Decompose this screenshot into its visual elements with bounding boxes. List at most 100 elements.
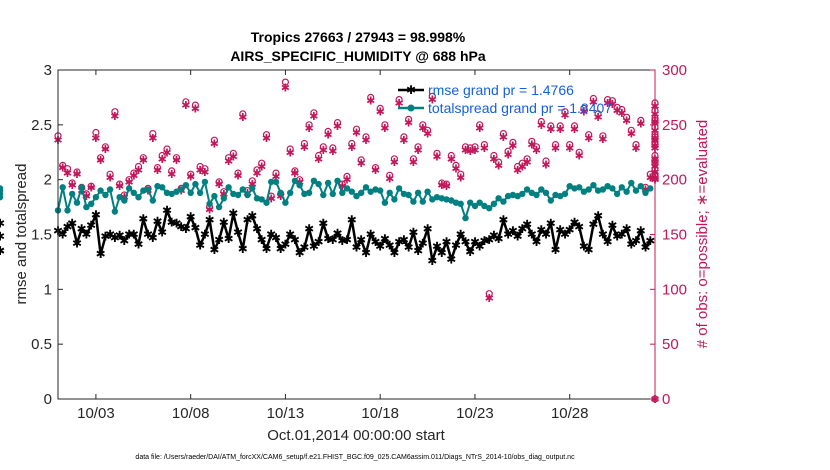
rmse-point: ✱ — [470, 235, 480, 249]
obs-evaluated-point: ✱ — [589, 97, 598, 109]
rmse-point: ✱ — [574, 220, 584, 234]
totalspread-point — [476, 199, 483, 206]
rmse-line — [57, 206, 652, 265]
obs-evaluated-point: ✱ — [214, 179, 223, 191]
obs-possible-point — [566, 141, 574, 149]
totalspread-point — [287, 189, 294, 196]
totalspread-point — [594, 187, 602, 194]
y-left-tick-label: 0 — [44, 391, 52, 408]
obs-evaluated-point: ✱ — [342, 175, 351, 187]
obs-evaluated-point: ✱ — [267, 193, 276, 205]
totalspread-point — [258, 196, 265, 203]
obs-evaluated-point: ✱ — [110, 111, 119, 123]
y-right-tick-label: 300 — [662, 62, 687, 79]
chart-title-line2: AIRS_SPECIFIC_HUMIDITY @ 688 hPa — [230, 48, 486, 64]
y-left-tick-label: 3 — [44, 62, 52, 79]
totalspread-point — [102, 191, 109, 199]
totalspread-point — [419, 198, 426, 205]
obs-evaluated-point: ✱ — [224, 156, 233, 168]
rmse-point: ✱ — [622, 222, 632, 236]
totalspread-point — [590, 182, 597, 189]
obs-evaluated-point: ✱ — [257, 162, 266, 174]
obs-evaluated-point: ✱ — [105, 173, 114, 185]
rmse-point: ✱ — [276, 242, 286, 256]
rmse-point: ✱ — [489, 229, 499, 243]
rmse-point: ✱ — [598, 228, 608, 242]
rmse-point: ✱ — [200, 228, 210, 242]
rmse-point: ✱ — [418, 236, 428, 250]
rmse-point: ✱ — [190, 221, 200, 235]
totalspread-point — [168, 190, 175, 198]
obs-evaluated-point: ✱ — [394, 98, 403, 110]
rmse-point: ✱ — [351, 241, 361, 255]
rmse-point: ✱ — [513, 230, 523, 244]
totalspread-point — [59, 184, 66, 191]
rmse-point: ✱ — [171, 217, 181, 231]
obs-evaluated-point: ✱ — [96, 155, 105, 167]
obs-possible-point — [405, 115, 413, 124]
rmse-point: ✱ — [271, 231, 281, 245]
legend-spread-marker — [407, 104, 415, 112]
rmse-point: ✱ — [517, 222, 527, 236]
obs-evaluated-point: ✱ — [82, 191, 91, 203]
obs-evaluated-point: ✱ — [361, 135, 370, 147]
obs-evaluated-point: ✱ — [87, 182, 96, 194]
obs-possible-point — [362, 133, 370, 141]
obs-evaluated-point: ✱ — [390, 157, 399, 169]
obs-evaluated-point: ✱ — [63, 168, 72, 180]
totalspread-point — [305, 189, 313, 196]
totalspread-point — [343, 185, 351, 192]
rmse-point: ✱ — [0, 217, 5, 231]
totalspread-point — [315, 180, 322, 188]
totalspread-point — [495, 195, 502, 202]
obs-possible-point — [319, 143, 327, 151]
rmse-point: ✱ — [247, 209, 257, 223]
obs-possible-point — [348, 139, 356, 148]
obs-possible-point — [395, 95, 403, 104]
y-axis-left-label: rmse and totalspread — [13, 164, 30, 305]
rmse-point: ✱ — [81, 228, 91, 242]
totalspread-point — [144, 186, 152, 193]
obs-evaluated-point: ✱ — [556, 124, 565, 136]
obs-evaluated-point: ✱ — [503, 149, 512, 161]
rmse-point: ✱ — [0, 244, 5, 258]
rmse-point: ✱ — [115, 229, 125, 243]
obs-evaluated-point: ✱ — [238, 112, 247, 124]
rmse-point: ✱ — [389, 246, 399, 260]
y-right-tick-label: 250 — [662, 117, 687, 134]
rmse-point: ✱ — [328, 233, 338, 247]
obs-possible-point — [637, 116, 645, 125]
rmse-point: ✱ — [105, 228, 115, 242]
rmse-point: ✱ — [195, 239, 205, 253]
obs-evaluated-point: ✱ — [480, 143, 489, 155]
y-right-tick-label: 100 — [662, 281, 687, 298]
rmse-point: ✱ — [252, 222, 262, 236]
totalspread-point — [239, 186, 246, 193]
rmse-point: ✱ — [62, 220, 72, 234]
obs-possible-point — [291, 167, 299, 175]
obs-possible-point — [258, 159, 266, 167]
obs-evaluated-point: ✱ — [366, 96, 375, 108]
obs-evaluated-point: ✱ — [153, 165, 162, 177]
obs-possible-point — [324, 127, 332, 135]
obs-possible-point — [480, 141, 488, 149]
obs-possible-point — [96, 154, 105, 162]
totalspread-point — [386, 189, 393, 196]
totalspread-point — [348, 188, 355, 195]
obs-evaluated-point: ✱ — [489, 154, 498, 166]
rmse-point: ✱ — [380, 232, 390, 246]
obs-evaluated-point: ✱ — [470, 145, 479, 157]
obs-evaluated-point: ✱ — [494, 160, 503, 172]
obs-possible-point — [495, 158, 503, 166]
rmse-point: ✱ — [280, 237, 290, 251]
totalspread-point — [296, 182, 303, 189]
obs-evaluated-point: ✱ — [622, 115, 631, 127]
obs-evaluated-point: ✱ — [518, 162, 527, 174]
obs-evaluated-point: ✱ — [385, 174, 394, 186]
obs-count-series: ✱✱✱✱✱✱✱✱✱✱✱✱✱✱ ✱✱✱✱✱✱✱✱✱✱✱✱✱✱✱✱✱✱✱✱✱✱✱✱✱✱… — [53, 78, 660, 406]
rmse-point: ✱ — [356, 233, 366, 247]
obs-evaluated-point: ✱ — [612, 106, 621, 118]
obs-possible-point — [556, 122, 564, 130]
totalspread-point — [585, 186, 592, 193]
obs-evaluated-point: ✱ — [191, 103, 200, 115]
